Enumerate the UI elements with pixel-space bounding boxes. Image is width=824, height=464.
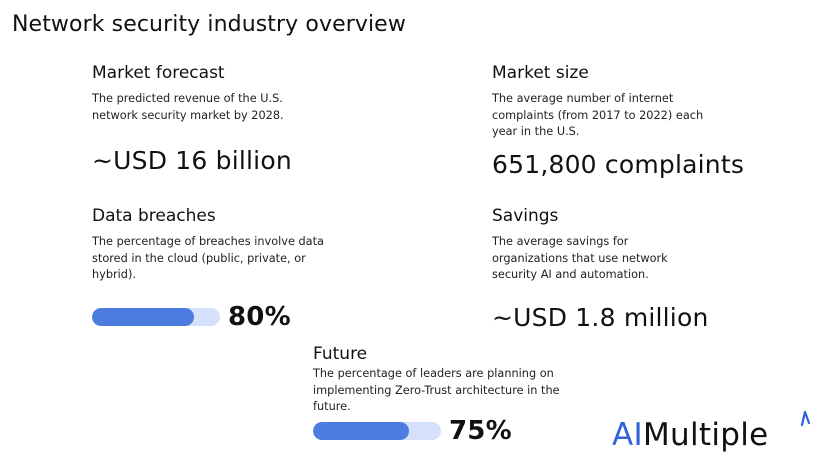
market-size-value: 651,800 complaints	[492, 150, 745, 179]
data-breaches-progress: 80%	[92, 302, 291, 332]
future-heading: Future	[313, 344, 368, 364]
market-size-card: Market size The average number of intern…	[492, 63, 727, 141]
future-description: The percentage of leaders are planning o…	[313, 367, 560, 413]
data-breaches-description: The percentage of breaches involve data …	[92, 235, 324, 281]
savings-value: ~USD 1.8 million	[492, 303, 709, 332]
market-forecast-heading: Market forecast	[92, 63, 225, 83]
future-progress-track	[313, 422, 441, 440]
market-size-description: The average number of internet complaint…	[492, 92, 704, 138]
savings-card: Savings The average savings for organiza…	[492, 206, 707, 284]
data-breaches-progress-fill	[92, 308, 195, 326]
logo-multiple-text: Multiple	[642, 417, 769, 453]
page-title: Network security industry overview	[12, 12, 406, 37]
data-breaches-progress-track	[92, 308, 220, 326]
logo-ai-text: AI	[612, 417, 643, 453]
market-forecast-description: The predicted revenue of the U.S. networ…	[92, 92, 284, 122]
market-size-heading: Market size	[492, 63, 589, 83]
market-forecast-card: Market forecast The predicted revenue of…	[92, 63, 322, 124]
savings-description: The average savings for organizations th…	[492, 235, 668, 281]
future-progress: 75%	[313, 416, 512, 446]
aimultiple-logo: AIMultiple	[612, 417, 769, 453]
data-breaches-percent: 80%	[228, 302, 291, 332]
savings-heading: Savings	[492, 206, 559, 226]
market-forecast-value: ~USD 16 billion	[92, 146, 292, 175]
data-breaches-heading: Data breaches	[92, 206, 216, 226]
future-percent: 75%	[449, 416, 512, 446]
data-breaches-card: Data breaches The percentage of breaches…	[92, 206, 352, 284]
future-card: Future The percentage of leaders are pla…	[313, 344, 575, 416]
future-progress-fill	[313, 422, 409, 440]
logo-mark-icon	[800, 410, 811, 427]
